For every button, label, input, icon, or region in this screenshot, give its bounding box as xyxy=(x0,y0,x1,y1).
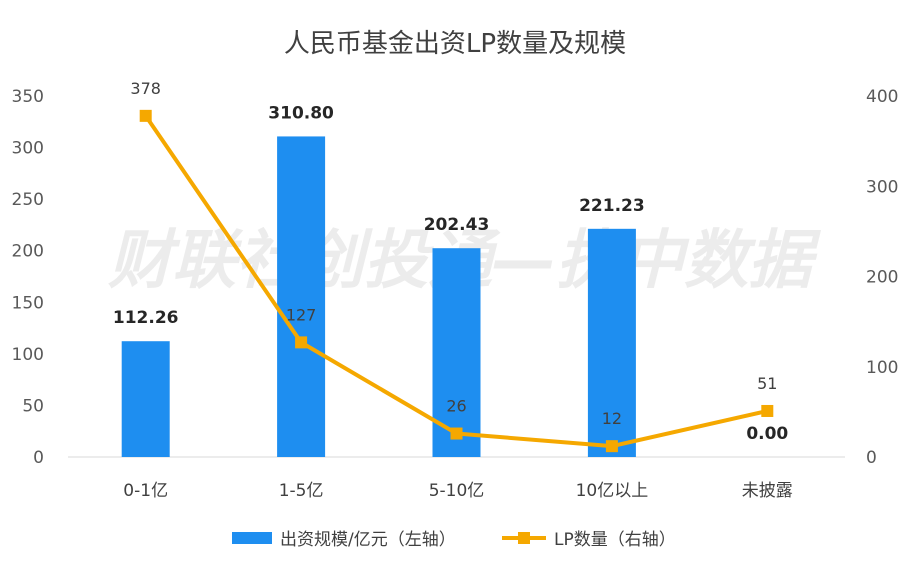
bar-series: 112.26 310.80 202.43 221.23 0.00 xyxy=(113,103,788,457)
legend-bar-swatch xyxy=(232,532,272,544)
right-tick-label: 0 xyxy=(866,448,877,468)
line-point xyxy=(295,336,308,349)
x-tick-label: 5-10亿 xyxy=(429,481,485,501)
legend-line-label: LP数量（右轴） xyxy=(554,530,676,550)
line-series: 378 127 26 12 51 xyxy=(130,79,777,453)
left-tick-label: 50 xyxy=(22,396,44,416)
bar xyxy=(587,228,636,457)
x-tick-label: 10亿以上 xyxy=(576,481,649,501)
left-tick-label: 300 xyxy=(12,139,44,159)
x-tick-label: 0-1亿 xyxy=(123,481,168,501)
left-tick-label: 100 xyxy=(12,345,44,365)
x-tick-label: 未披露 xyxy=(742,481,793,501)
bar xyxy=(121,341,170,457)
right-axis: 0 100 200 300 400 xyxy=(866,87,898,468)
bar-data-label: 0.00 xyxy=(746,424,788,444)
left-tick-label: 150 xyxy=(12,293,44,313)
legend-bar-label: 出资规模/亿元（左轴） xyxy=(280,530,456,550)
line-point xyxy=(450,427,463,440)
bar-data-label: 202.43 xyxy=(424,215,490,235)
line-data-label: 51 xyxy=(757,374,777,393)
right-tick-label: 300 xyxy=(866,177,898,197)
legend: 出资规模/亿元（左轴） LP数量（右轴） xyxy=(232,530,676,550)
left-tick-label: 250 xyxy=(12,190,44,210)
left-tick-label: 350 xyxy=(12,87,44,107)
bar-data-label: 221.23 xyxy=(579,196,645,216)
chart-title: 人民币基金出资LP数量及规模 xyxy=(284,29,626,59)
line-point xyxy=(139,109,152,122)
line-data-label: 12 xyxy=(602,409,622,428)
left-tick-label: 200 xyxy=(12,242,44,262)
line-point xyxy=(761,404,774,417)
left-tick-label: 0 xyxy=(33,448,44,468)
x-tick-label: 1-5亿 xyxy=(279,481,324,501)
legend-line-marker xyxy=(518,532,530,544)
left-axis: 0 50 100 150 200 250 300 350 xyxy=(12,87,44,468)
line-data-label: 26 xyxy=(446,397,466,416)
line-data-label: 127 xyxy=(286,305,317,324)
right-tick-label: 200 xyxy=(866,268,898,288)
line-data-label: 378 xyxy=(130,79,161,98)
bar-data-label: 310.80 xyxy=(268,103,334,123)
right-tick-label: 400 xyxy=(866,87,898,107)
line-point xyxy=(605,440,618,453)
right-tick-label: 100 xyxy=(866,358,898,378)
bar-data-label: 112.26 xyxy=(113,308,179,328)
x-axis-categories: 0-1亿 1-5亿 5-10亿 10亿以上 未披露 xyxy=(123,481,792,501)
bar xyxy=(277,136,326,457)
